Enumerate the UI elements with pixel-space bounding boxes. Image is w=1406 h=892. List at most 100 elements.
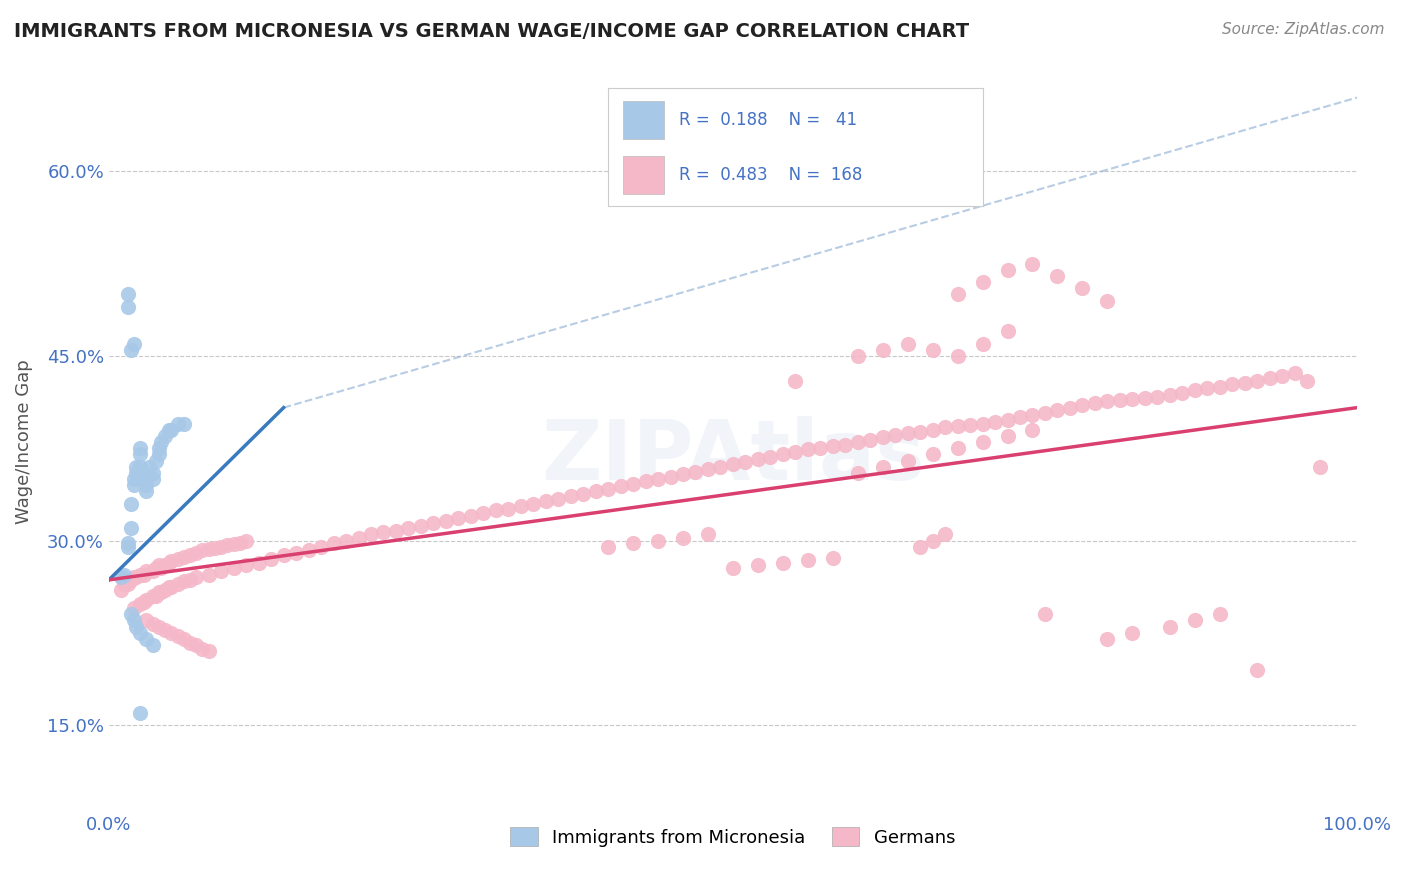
Point	[150, 585, 173, 599]
Point	[472, 507, 495, 521]
Point	[897, 426, 920, 441]
Point	[297, 543, 319, 558]
Point	[120, 607, 142, 622]
Point	[110, 582, 132, 597]
Point	[173, 549, 195, 564]
Point	[908, 425, 931, 440]
Point	[1033, 406, 1056, 420]
Point	[897, 453, 920, 467]
Point	[1084, 395, 1107, 409]
Point	[1284, 366, 1306, 380]
Point	[547, 491, 569, 506]
Point	[142, 589, 165, 603]
Point	[117, 300, 139, 314]
Point	[1246, 374, 1268, 388]
Point	[273, 549, 295, 563]
Point	[921, 343, 943, 357]
Point	[1021, 423, 1043, 437]
Point	[1046, 268, 1069, 283]
Point	[197, 568, 219, 582]
Point	[157, 580, 180, 594]
Point	[846, 349, 869, 363]
Point	[997, 429, 1019, 443]
Point	[135, 564, 157, 578]
Point	[1097, 394, 1119, 409]
Point	[122, 472, 145, 486]
Legend: Immigrants from Micronesia, Germans: Immigrants from Micronesia, Germans	[503, 820, 963, 854]
Point	[112, 568, 135, 582]
Point	[621, 536, 644, 550]
Point	[129, 568, 152, 582]
Point	[409, 518, 432, 533]
Point	[173, 632, 195, 646]
Point	[1220, 377, 1243, 392]
Point	[709, 459, 731, 474]
Point	[117, 536, 139, 550]
Point	[1033, 607, 1056, 622]
Point	[747, 558, 769, 573]
Point	[1271, 368, 1294, 383]
Point	[1209, 380, 1232, 394]
Text: Source: ZipAtlas.com: Source: ZipAtlas.com	[1222, 22, 1385, 37]
Point	[129, 459, 152, 474]
Point	[173, 417, 195, 431]
Point	[747, 452, 769, 467]
Point	[135, 592, 157, 607]
Point	[1309, 459, 1331, 474]
Point	[153, 558, 176, 573]
Point	[173, 574, 195, 588]
Point	[1059, 401, 1081, 415]
Point	[222, 560, 245, 574]
Point	[447, 511, 470, 525]
Point	[135, 614, 157, 628]
Point	[148, 442, 170, 456]
Point	[946, 349, 969, 363]
Point	[132, 595, 155, 609]
Point	[959, 417, 981, 432]
Point	[609, 479, 631, 493]
Point	[485, 502, 508, 516]
Point	[734, 455, 756, 469]
Point	[373, 524, 395, 539]
Point	[122, 336, 145, 351]
Point	[1021, 257, 1043, 271]
Point	[1121, 625, 1143, 640]
Point	[135, 632, 157, 646]
Point	[1246, 663, 1268, 677]
Point	[647, 533, 669, 548]
Y-axis label: Wage/Income Gap: Wage/Income Gap	[15, 359, 32, 524]
Point	[135, 484, 157, 499]
Point	[921, 447, 943, 461]
Point	[153, 582, 176, 597]
Point	[1184, 614, 1206, 628]
Point	[322, 536, 344, 550]
Point	[153, 624, 176, 638]
Point	[186, 546, 208, 560]
Point	[634, 475, 657, 489]
Point	[422, 516, 444, 531]
Point	[148, 558, 170, 573]
Point	[222, 537, 245, 551]
Point	[150, 435, 173, 450]
Point	[884, 427, 907, 442]
Point	[148, 620, 170, 634]
Point	[585, 484, 607, 499]
Point	[335, 533, 357, 548]
Point	[984, 416, 1007, 430]
Point	[1184, 384, 1206, 398]
Point	[498, 501, 520, 516]
Point	[122, 601, 145, 615]
Point	[129, 442, 152, 456]
Point	[1121, 392, 1143, 406]
Point	[142, 617, 165, 632]
Point	[821, 550, 844, 565]
Point	[934, 527, 956, 541]
Point	[934, 420, 956, 434]
Point	[972, 417, 994, 431]
Point	[260, 552, 283, 566]
Point	[1296, 374, 1319, 388]
Point	[191, 543, 214, 558]
Point	[921, 533, 943, 548]
Point	[759, 450, 782, 464]
Point	[1108, 393, 1130, 408]
